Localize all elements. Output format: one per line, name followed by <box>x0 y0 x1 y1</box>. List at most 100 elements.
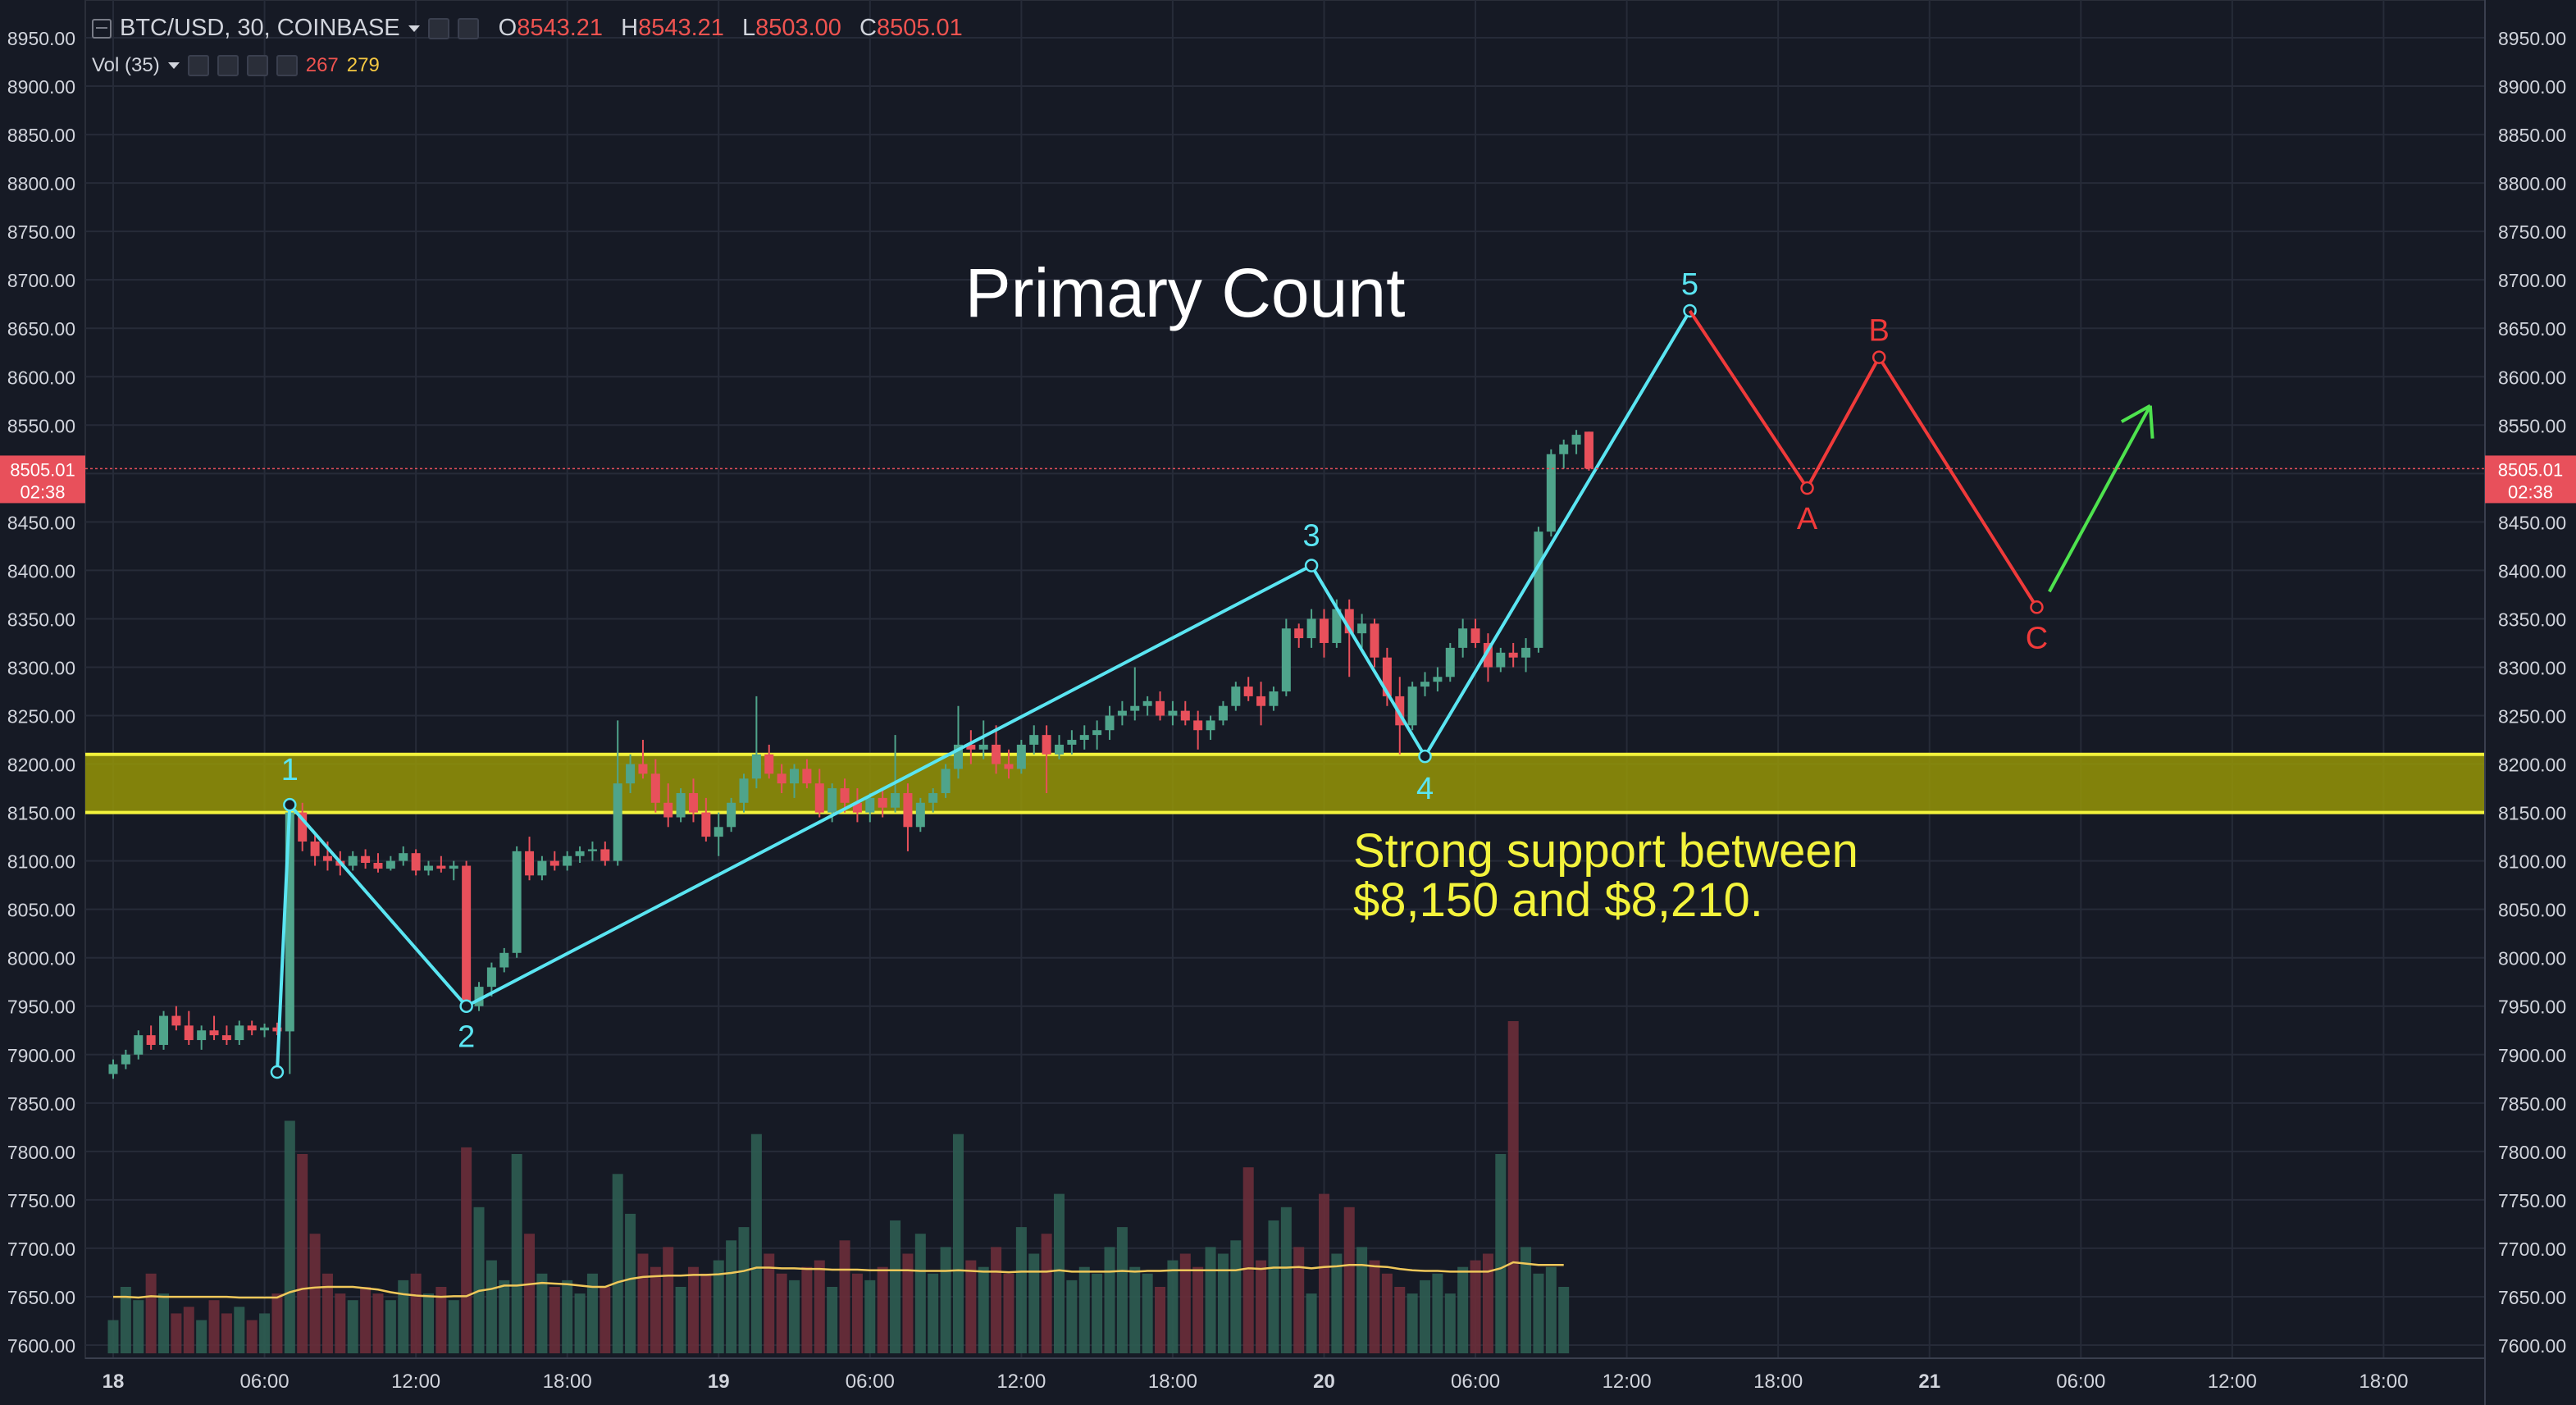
volume-bar <box>687 1266 699 1353</box>
volume-bar <box>1407 1293 1418 1353</box>
volume-bar <box>196 1320 207 1353</box>
settings-icon[interactable] <box>217 55 239 76</box>
volume-bar <box>259 1313 271 1353</box>
symbol-label[interactable]: BTC/USD, 30, COINBASE <box>120 15 400 41</box>
volume-bar <box>309 1234 321 1353</box>
candle-body <box>840 788 850 803</box>
y-tick-label-left: 8900.00 <box>7 76 75 98</box>
close-icon[interactable] <box>276 55 298 76</box>
y-tick-label-right: 7900.00 <box>2498 1045 2566 1066</box>
wave-label-A: A <box>1797 502 1818 536</box>
volume-bar <box>1470 1260 1481 1353</box>
candle-body <box>852 802 862 813</box>
candle-body <box>235 1025 244 1041</box>
close-label: C <box>859 15 877 41</box>
volume-bar <box>1558 1287 1570 1353</box>
volume-bar <box>321 1273 333 1353</box>
volume-ma-line <box>113 1261 1564 1299</box>
chevron-down-icon[interactable] <box>167 62 180 69</box>
candle-body <box>1559 444 1569 454</box>
candle-body <box>1445 647 1455 677</box>
candle-body <box>1256 696 1266 706</box>
volume-bar <box>1142 1273 1153 1353</box>
candle-body <box>1357 623 1367 634</box>
candle-body <box>272 1027 282 1032</box>
y-tick-label-left: 8700.00 <box>7 270 75 291</box>
y-tick-label-right: 8350.00 <box>2498 609 2566 630</box>
x-tick-label: 19 <box>708 1371 730 1393</box>
candle-body <box>638 764 648 774</box>
candle-body <box>462 865 472 1006</box>
x-tick-label: 18:00 <box>2359 1371 2408 1393</box>
volume-label[interactable]: Vol (35) <box>92 54 160 76</box>
candle-body <box>587 849 597 851</box>
candle-body <box>134 1035 144 1055</box>
volume-bar <box>1205 1247 1216 1353</box>
y-tick-label-right: 8600.00 <box>2498 367 2566 388</box>
collapse-icon[interactable] <box>92 18 112 39</box>
settings-icon[interactable] <box>457 17 479 39</box>
candle-body <box>650 773 660 803</box>
support-zone <box>85 752 2485 814</box>
x-tick-label: 18:00 <box>1753 1371 1803 1393</box>
y-tick-label-left: 8250.00 <box>7 706 75 728</box>
candle-body <box>1156 700 1165 716</box>
volume-bar <box>1533 1273 1544 1353</box>
candle-body <box>626 764 636 784</box>
candle-body <box>221 1035 231 1041</box>
last-price-value: 8505.01 <box>10 459 75 480</box>
y-tick-label-left: 7750.00 <box>7 1190 75 1211</box>
volume-legend: Vol (35) 267 279 <box>92 54 380 77</box>
wave-label-2: 2 <box>458 1020 475 1055</box>
x-tick-label: 21 <box>1918 1371 1940 1393</box>
candle-body <box>436 865 446 869</box>
candle-body <box>260 1027 270 1031</box>
high-value: 8543.21 <box>638 15 724 41</box>
candle-body <box>285 812 294 1032</box>
y-tick-label-left: 8350.00 <box>7 609 75 630</box>
volume-value: 267 <box>305 54 339 76</box>
volume-bar <box>1066 1280 1078 1353</box>
y-tick-label-left: 8600.00 <box>7 367 75 388</box>
volume-bar <box>1444 1293 1456 1353</box>
y-tick-label-right: 8850.00 <box>2498 125 2566 146</box>
wave-label-5: 5 <box>1681 267 1698 302</box>
y-tick-label-left: 8850.00 <box>7 125 75 146</box>
volume-bar <box>1230 1240 1242 1353</box>
volume-bar <box>1078 1266 1090 1353</box>
volume-bar <box>789 1280 800 1353</box>
y-tick-label-right: 8200.00 <box>2498 755 2566 776</box>
candle-body <box>399 853 408 861</box>
grid <box>84 0 2486 1359</box>
wave-point <box>2030 600 2044 614</box>
volume-bar <box>246 1320 258 1353</box>
volume-bar <box>586 1273 598 1353</box>
candle-body <box>992 744 1001 764</box>
volume-bar <box>1331 1253 1343 1353</box>
volume-bar <box>1545 1266 1557 1353</box>
volume-bar <box>890 1220 901 1353</box>
add-icon[interactable] <box>246 55 268 76</box>
candle-body <box>1243 687 1253 696</box>
candle-body <box>1055 744 1064 755</box>
volume-bar <box>1104 1247 1115 1353</box>
chart-legend: BTC/USD, 30, COINBASE O8543.21 H8543.21 … <box>92 15 963 42</box>
candle-body <box>727 802 736 828</box>
candle-body <box>537 860 547 876</box>
volume-bar <box>764 1253 775 1353</box>
eye-icon[interactable] <box>187 55 209 76</box>
y-tick-label-left: 8000.00 <box>7 948 75 969</box>
chevron-down-icon[interactable] <box>408 25 420 32</box>
eye-icon[interactable] <box>427 17 449 39</box>
wave-label-C: C <box>2026 621 2048 655</box>
candle-body <box>197 1030 207 1041</box>
wave-point <box>1304 559 1319 572</box>
candle-body <box>1016 744 1026 769</box>
volume-bar <box>208 1300 220 1353</box>
y-tick-label-left: 8650.00 <box>7 318 75 340</box>
volume-bar <box>952 1134 964 1353</box>
volume-bar <box>1268 1220 1279 1353</box>
candle-body <box>1433 677 1443 682</box>
candle-body <box>1534 531 1543 648</box>
